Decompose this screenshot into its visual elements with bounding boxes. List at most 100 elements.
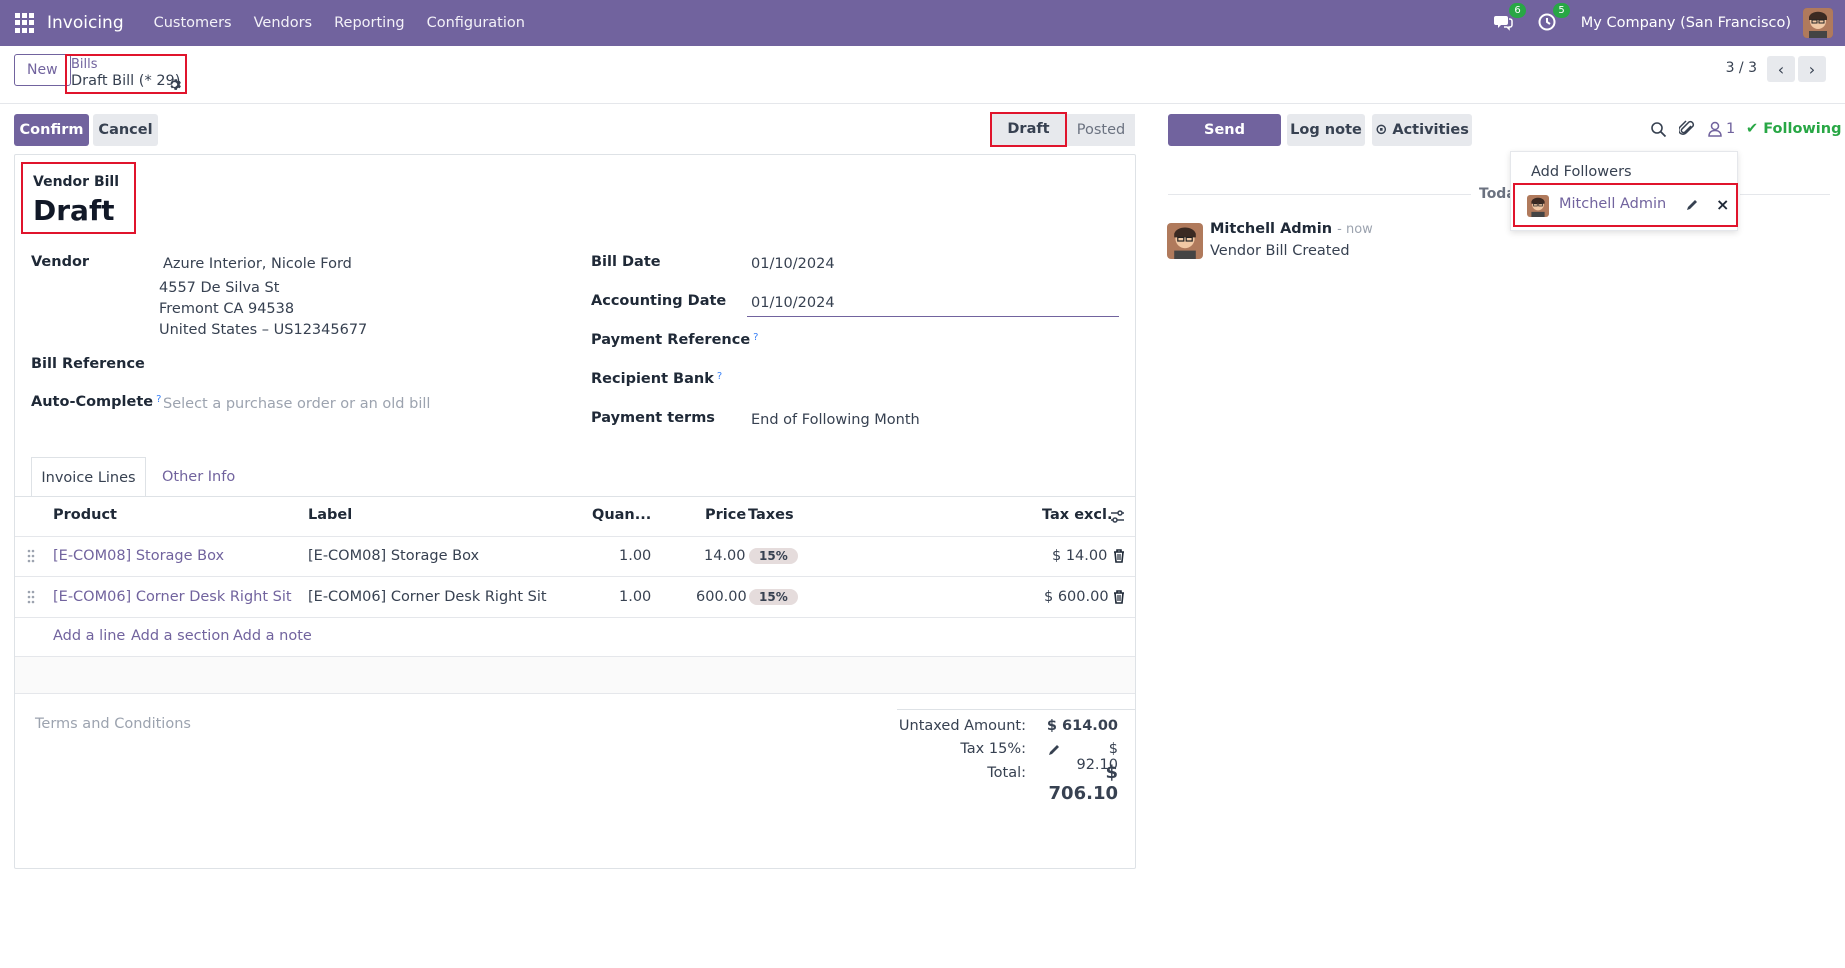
column-tax-excl[interactable]: Tax excl. bbox=[1042, 507, 1113, 523]
help-icon[interactable]: ? bbox=[156, 394, 162, 405]
auto-complete-input[interactable]: Select a purchase order or an old bill bbox=[163, 396, 431, 412]
confirm-button[interactable]: Confirm bbox=[14, 114, 89, 146]
edit-follower-icon[interactable] bbox=[1685, 198, 1699, 212]
line-label[interactable]: [E-COM08] Storage Box bbox=[308, 548, 480, 564]
line-price[interactable]: 600.00 bbox=[696, 589, 747, 605]
vendor-address-line1: 4557 De Silva St bbox=[159, 280, 280, 296]
follower-item[interactable]: Mitchell Admin × bbox=[1513, 183, 1738, 227]
tabs-divider bbox=[15, 496, 1135, 497]
payment-reference-input[interactable] bbox=[751, 332, 1119, 354]
add-line-link[interactable]: Add a line bbox=[53, 628, 126, 644]
help-icon[interactable]: ? bbox=[716, 371, 723, 382]
line-product[interactable]: [E-COM06] Corner Desk Right Sit bbox=[53, 589, 292, 605]
control-panel: New Bills Draft Bill (* 29) 3 / 3 ‹ › bbox=[0, 46, 1845, 104]
date-divider-right bbox=[1740, 194, 1830, 195]
column-quantity[interactable]: Quan... bbox=[592, 507, 652, 523]
nav-item-customers[interactable]: Customers bbox=[153, 15, 232, 31]
column-price[interactable]: Price bbox=[705, 507, 747, 523]
column-product[interactable]: Product bbox=[53, 507, 117, 523]
recipient-bank-input[interactable] bbox=[751, 371, 1119, 393]
payment-terms-label: Payment terms bbox=[591, 410, 715, 426]
follower-avatar bbox=[1527, 195, 1549, 217]
total-value: $ 706.10 bbox=[1048, 762, 1118, 804]
accounting-date-label: Accounting Date bbox=[591, 293, 727, 309]
tab-invoice-lines[interactable]: Invoice Lines bbox=[31, 457, 146, 497]
bill-date-field[interactable]: 01/10/2024 bbox=[751, 256, 835, 272]
trash-icon[interactable] bbox=[1113, 590, 1125, 604]
table-header-divider bbox=[15, 536, 1135, 537]
clock-icon: ⊙ bbox=[1375, 122, 1388, 138]
cancel-button[interactable]: Cancel bbox=[93, 114, 158, 146]
status-posted[interactable]: Posted bbox=[1067, 114, 1135, 146]
nav-item-vendors[interactable]: Vendors bbox=[253, 15, 313, 31]
breadcrumb-bills-link[interactable]: Bills bbox=[71, 57, 98, 72]
bill-date-label: Bill Date bbox=[591, 254, 661, 270]
pencil-icon[interactable] bbox=[1047, 743, 1061, 757]
following-button[interactable]: ✔ Following bbox=[1746, 121, 1842, 137]
company-switcher[interactable]: My Company (San Francisco) bbox=[1580, 15, 1791, 31]
tax-badge[interactable]: 15% bbox=[749, 589, 798, 605]
table-row[interactable]: [E-COM06] Corner Desk Right Sit [E-COM06… bbox=[15, 578, 1135, 618]
remove-follower-icon[interactable]: × bbox=[1716, 195, 1730, 214]
status-draft[interactable]: Draft bbox=[990, 112, 1067, 147]
form-sheet bbox=[14, 154, 1136, 869]
vendor-address-line3: United States – US12345677 bbox=[159, 322, 368, 338]
line-quantity[interactable]: 1.00 bbox=[619, 589, 652, 605]
payment-reference-label: Payment Reference? bbox=[591, 332, 759, 348]
follower-count[interactable]: 1 bbox=[1726, 121, 1736, 137]
line-label[interactable]: [E-COM06] Corner Desk Right Sit bbox=[308, 589, 547, 605]
column-settings-icon[interactable] bbox=[1110, 509, 1125, 524]
tax-badge[interactable]: 15% bbox=[749, 548, 798, 564]
trash-icon[interactable] bbox=[1113, 549, 1125, 563]
vendor-address-line2: Fremont CA 94538 bbox=[159, 301, 295, 317]
bill-reference-label: Bill Reference bbox=[31, 356, 145, 372]
message-time: - now bbox=[1337, 222, 1373, 237]
pager-prev-button[interactable]: ‹ bbox=[1767, 56, 1795, 82]
send-message-button[interactable]: Send message bbox=[1168, 114, 1281, 170]
user-avatar[interactable] bbox=[1803, 8, 1833, 38]
chevron-right-icon: › bbox=[1808, 59, 1816, 79]
bill-reference-input[interactable] bbox=[163, 356, 553, 378]
add-section-link[interactable]: Add a section bbox=[131, 628, 230, 644]
nav-item-reporting[interactable]: Reporting bbox=[334, 15, 405, 31]
accounting-date-field[interactable]: 01/10/2024 bbox=[751, 295, 835, 311]
chevron-left-icon: ‹ bbox=[1777, 59, 1785, 79]
activity-clock-icon[interactable]: 5 bbox=[1537, 3, 1570, 34]
drag-handle-icon[interactable] bbox=[27, 590, 35, 604]
line-subtotal: $ 600.00 bbox=[1044, 589, 1109, 605]
app-grid-icon[interactable] bbox=[15, 13, 35, 33]
chat-count-badge: 6 bbox=[1509, 3, 1526, 18]
new-button[interactable]: New bbox=[14, 54, 71, 86]
message-author[interactable]: Mitchell Admin - now bbox=[1210, 221, 1373, 237]
add-note-link[interactable]: Add a note bbox=[233, 628, 312, 644]
pager-value[interactable]: 3 / 3 bbox=[1725, 60, 1757, 76]
pager-next-button[interactable]: › bbox=[1798, 56, 1826, 82]
accounting-date-underline bbox=[747, 316, 1119, 317]
payment-terms-field[interactable]: End of Following Month bbox=[751, 412, 920, 428]
column-label[interactable]: Label bbox=[308, 507, 353, 523]
tab-other-info[interactable]: Other Info bbox=[162, 469, 236, 485]
chat-icon[interactable]: 6 bbox=[1493, 3, 1526, 34]
line-product[interactable]: [E-COM08] Storage Box bbox=[53, 548, 225, 564]
follower-name[interactable]: Mitchell Admin bbox=[1559, 196, 1667, 212]
gear-icon[interactable] bbox=[168, 77, 181, 90]
add-followers-item[interactable]: Add Followers bbox=[1531, 164, 1632, 180]
help-icon[interactable]: ? bbox=[753, 332, 759, 343]
message-avatar[interactable] bbox=[1167, 223, 1203, 259]
line-quantity[interactable]: 1.00 bbox=[619, 548, 652, 564]
search-icon[interactable] bbox=[1650, 121, 1667, 138]
tax-value: $ 92.10 bbox=[1076, 741, 1118, 773]
line-price[interactable]: 14.00 bbox=[704, 548, 746, 564]
vendor-field[interactable]: Azure Interior, Nicole Ford bbox=[163, 256, 352, 272]
app-title[interactable]: Invoicing bbox=[47, 13, 124, 33]
table-row[interactable]: [E-COM08] Storage Box [E-COM08] Storage … bbox=[15, 537, 1135, 577]
log-note-button[interactable]: Log note bbox=[1287, 114, 1365, 146]
paperclip-icon[interactable] bbox=[1678, 120, 1696, 138]
activities-button[interactable]: ⊙ Activities bbox=[1372, 114, 1472, 146]
nav-item-configuration[interactable]: Configuration bbox=[426, 15, 525, 31]
column-taxes[interactable]: Taxes bbox=[748, 507, 794, 523]
breadcrumb: Bills Draft Bill (* 29) bbox=[65, 54, 187, 94]
followers-button[interactable] bbox=[1708, 121, 1722, 137]
drag-handle-icon[interactable] bbox=[27, 549, 35, 563]
terms-conditions-input[interactable]: Terms and Conditions bbox=[35, 716, 191, 732]
